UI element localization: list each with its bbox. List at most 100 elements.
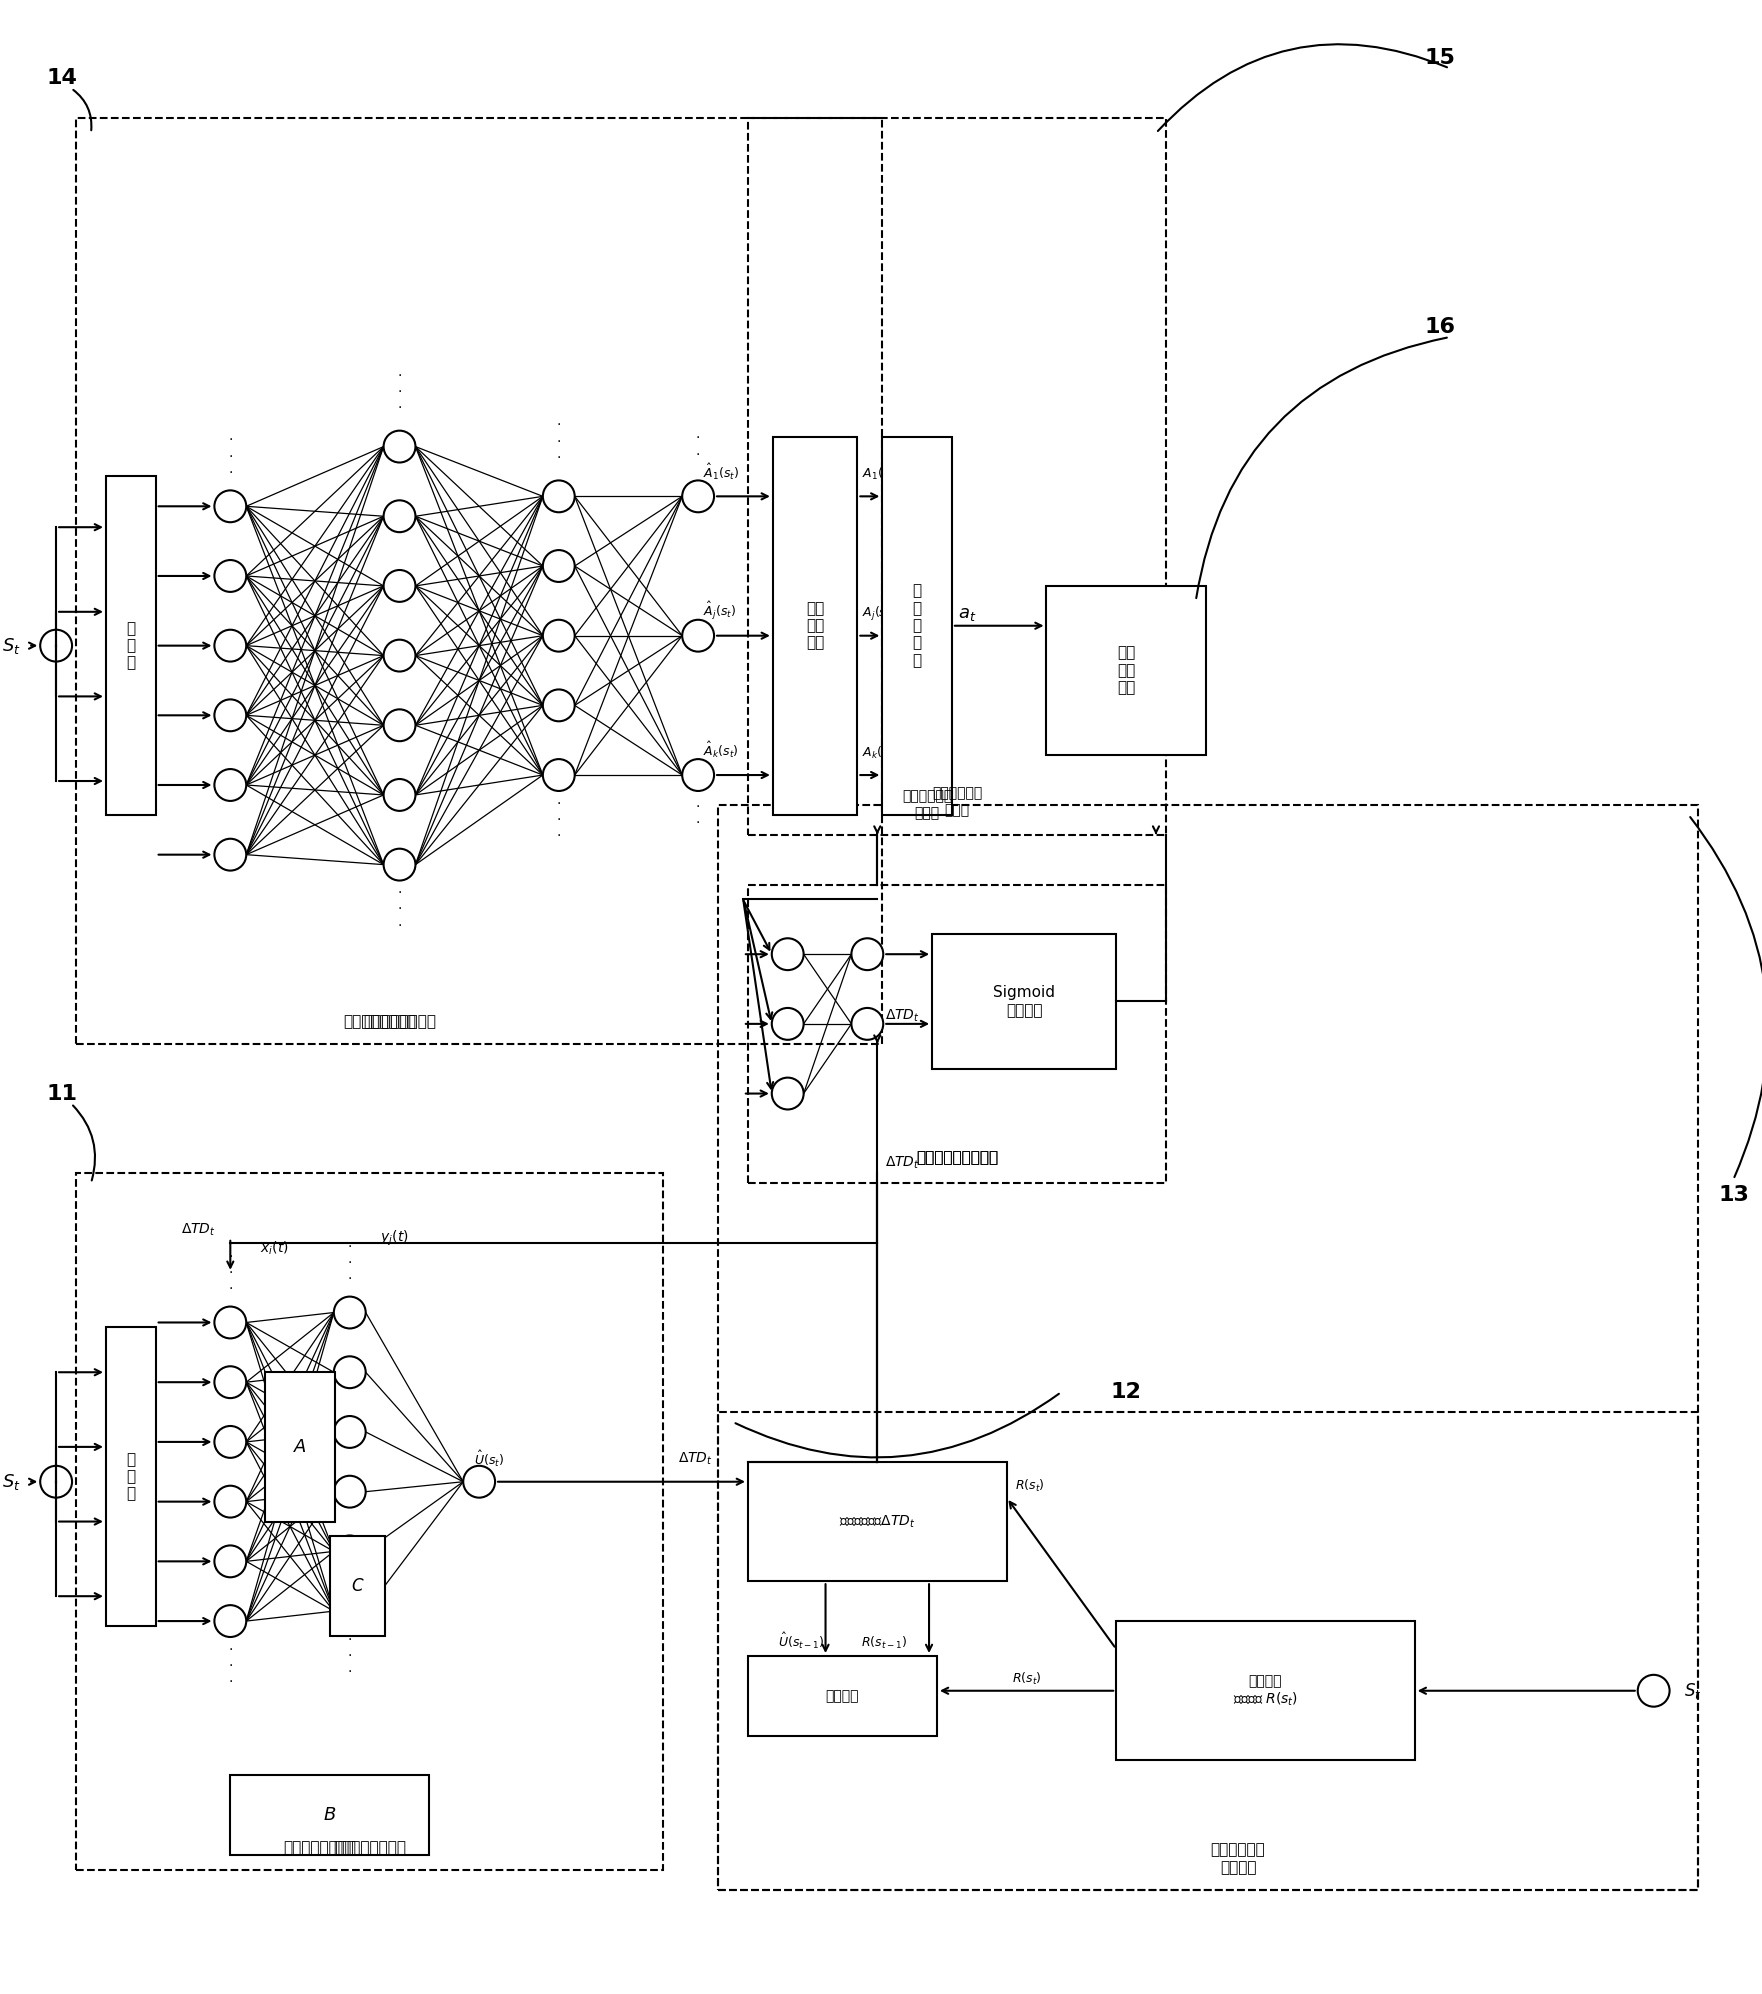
Circle shape <box>215 1486 247 1517</box>
Text: $S_t$: $S_t$ <box>1683 1681 1700 1701</box>
Circle shape <box>682 481 714 512</box>
Text: ·
·: · · <box>696 431 700 463</box>
Text: $\Delta TD_t$: $\Delta TD_t$ <box>180 1222 215 1238</box>
Text: $y_j(t)$: $y_j(t)$ <box>379 1228 409 1248</box>
Bar <box>774 437 858 816</box>
Circle shape <box>215 770 247 802</box>
Text: ·
·: · · <box>883 550 888 580</box>
Text: $\hat{A}_j(s_t)$: $\hat{A}_j(s_t)$ <box>703 600 737 622</box>
Bar <box>883 437 951 816</box>
Circle shape <box>215 560 247 592</box>
Circle shape <box>215 1426 247 1458</box>
Text: 动作
执行
单元: 动作 执行 单元 <box>1117 646 1135 696</box>
Text: 动作
函数
修正: 动作 函数 修正 <box>805 600 825 650</box>
Bar <box>1115 1621 1415 1761</box>
Bar <box>231 1775 430 1854</box>
Text: 缓存一帧: 缓存一帧 <box>826 1689 860 1703</box>
Circle shape <box>463 1466 495 1497</box>
Text: 14: 14 <box>46 68 78 88</box>
Text: $x_i(t)$: $x_i(t)$ <box>261 1238 289 1256</box>
Circle shape <box>384 640 416 672</box>
Text: 动
作
选
择
器: 动 作 选 择 器 <box>913 584 922 668</box>
Bar <box>76 118 883 1043</box>
Text: Sigmoid
函数变换: Sigmoid 函数变换 <box>994 985 1055 1017</box>
Circle shape <box>682 760 714 792</box>
Text: 动作决策网络单元: 动作决策网络单元 <box>363 1013 435 1029</box>
Text: B: B <box>324 1807 337 1825</box>
Circle shape <box>384 570 416 602</box>
Text: 13: 13 <box>1718 1184 1750 1204</box>
Text: 动作校正网络
络单元: 动作校正网络 络单元 <box>902 790 951 820</box>
Text: $A_1(s_t)$: $A_1(s_t)$ <box>862 467 899 483</box>
Bar <box>747 1655 937 1735</box>
Text: $R(s_t)$: $R(s_t)$ <box>1011 1671 1041 1687</box>
Text: $R(s_t)$: $R(s_t)$ <box>1015 1478 1045 1494</box>
Text: 16: 16 <box>1425 317 1455 337</box>
Circle shape <box>333 1416 366 1448</box>
Bar <box>106 1328 155 1625</box>
Text: $\Delta TD_t$: $\Delta TD_t$ <box>885 1155 920 1170</box>
Circle shape <box>41 630 72 662</box>
Circle shape <box>851 939 883 971</box>
Text: 置信度评价网络单元: 置信度评价网络单元 <box>916 1151 997 1164</box>
Text: 效用拟合网络单元: 效用拟合网络单元 <box>333 1840 407 1854</box>
Circle shape <box>333 1296 366 1328</box>
Circle shape <box>41 1466 72 1497</box>
Circle shape <box>215 1605 247 1637</box>
Text: ·
·
·: · · · <box>398 369 402 415</box>
Circle shape <box>333 1535 366 1567</box>
Bar <box>932 935 1115 1069</box>
Text: ·
·
·: · · · <box>347 1240 352 1286</box>
Text: 归
一
化: 归 一 化 <box>127 1452 136 1501</box>
Bar <box>747 1462 1006 1581</box>
Circle shape <box>384 780 416 812</box>
Text: $\hat{A}_1(s_t)$: $\hat{A}_1(s_t)$ <box>703 461 740 481</box>
Text: 动作校正网络
络单元: 动作校正网络 络单元 <box>932 788 981 818</box>
Text: 计算差分信号$\Delta TD_t$: 计算差分信号$\Delta TD_t$ <box>839 1513 916 1529</box>
Text: $a_t$: $a_t$ <box>959 604 976 622</box>
Bar <box>264 1372 335 1521</box>
Circle shape <box>384 431 416 463</box>
Bar <box>747 118 1166 835</box>
Circle shape <box>384 849 416 881</box>
Text: 归
一
化: 归 一 化 <box>127 620 136 670</box>
Circle shape <box>215 630 247 662</box>
Text: 效用拟合网络单元: 效用拟合网络单元 <box>284 1840 356 1854</box>
Circle shape <box>384 500 416 532</box>
Text: $R(s_{t-1})$: $R(s_{t-1})$ <box>862 1635 907 1651</box>
Bar <box>329 1537 384 1635</box>
Text: 15: 15 <box>1425 48 1455 68</box>
Text: $A_j(s_t)$: $A_j(s_t)$ <box>862 604 895 622</box>
Text: $\Delta TD_t$: $\Delta TD_t$ <box>678 1450 714 1468</box>
Circle shape <box>682 620 714 652</box>
Circle shape <box>215 1545 247 1577</box>
Text: 计算立即
回报函数 $R(s_t)$: 计算立即 回报函数 $R(s_t)$ <box>1233 1673 1299 1707</box>
Circle shape <box>543 760 574 792</box>
Circle shape <box>215 1366 247 1398</box>
Circle shape <box>215 1306 247 1338</box>
Circle shape <box>543 550 574 582</box>
Bar <box>106 477 155 816</box>
Text: $S_t$: $S_t$ <box>2 636 21 656</box>
Circle shape <box>333 1356 366 1388</box>
Circle shape <box>384 710 416 742</box>
Circle shape <box>772 1007 803 1039</box>
Circle shape <box>772 939 803 971</box>
Text: $\Delta TD_t$: $\Delta TD_t$ <box>885 1007 920 1023</box>
Text: ·
·
·: · · · <box>347 1633 352 1679</box>
Circle shape <box>215 700 247 732</box>
Text: ·
·: · · <box>696 800 700 830</box>
Circle shape <box>543 620 574 652</box>
Bar <box>76 1172 663 1870</box>
Bar <box>1047 586 1205 756</box>
Text: 动作决策网络单元: 动作决策网络单元 <box>344 1013 416 1029</box>
Text: ·
·
·: · · · <box>557 419 560 465</box>
Text: $\hat{U}(s_t)$: $\hat{U}(s_t)$ <box>474 1450 504 1470</box>
Circle shape <box>333 1595 366 1627</box>
Text: $S_t$: $S_t$ <box>2 1472 21 1492</box>
Text: ·
·
·: · · · <box>227 1250 233 1296</box>
Text: ·
·
·: · · · <box>227 433 233 481</box>
Text: 11: 11 <box>46 1083 78 1103</box>
Circle shape <box>543 690 574 722</box>
Bar <box>719 1412 1699 1890</box>
